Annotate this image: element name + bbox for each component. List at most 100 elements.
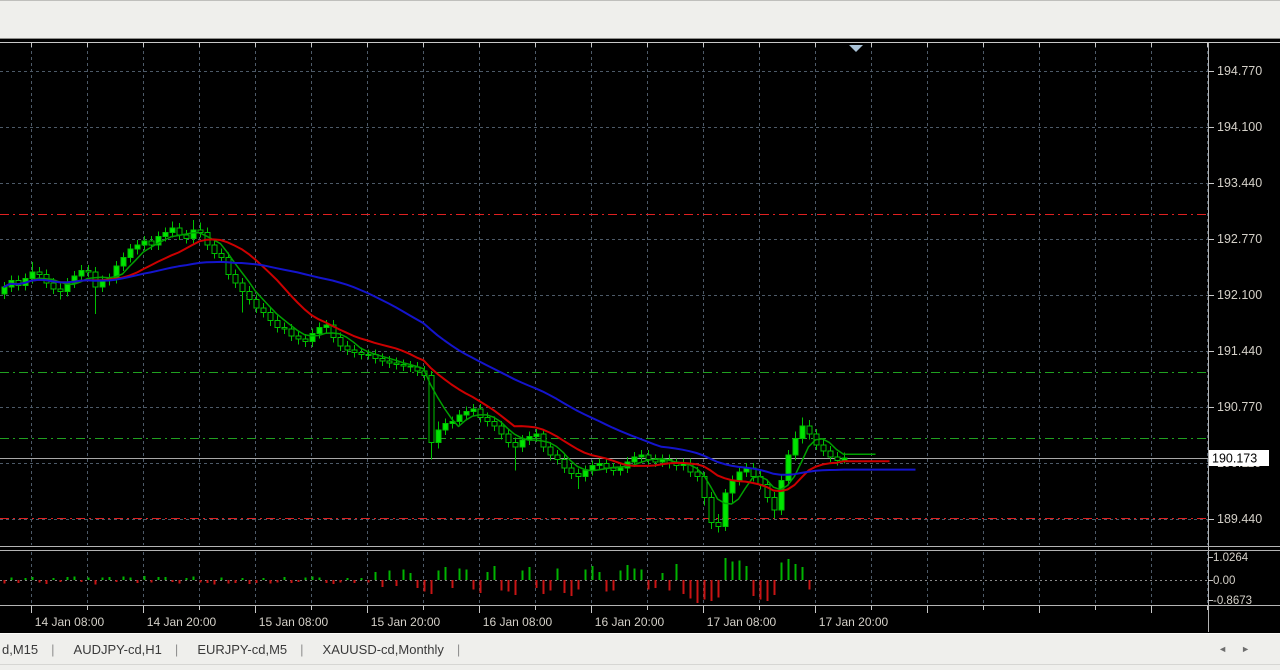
time-axis: 14 Jan 08:00 14 Jan 20:00 15 Jan 08:00 15 J… [31,43,1208,629]
chart-tabs-bar: d,M15 | AUDJPY-cd,H1 | EURJPY-cd,M5 | XAUUSD-c… [0,633,1280,664]
medium-ma-line [3,238,890,493]
fast-ma-line [3,232,876,505]
tab-separator: | [300,641,304,657]
candle [764,479,771,503]
candle [568,462,575,479]
candle [505,429,512,448]
toolbar-area [0,0,1280,39]
current-price-badge: 190.173 [1209,450,1269,466]
chart-tab[interactable]: XAUUSD-cd,Monthly [322,641,444,657]
candle [820,440,827,457]
candle [267,307,274,326]
price-chart-canvas[interactable]: 194.770 194.100 193.440 192.770 192.100 191.4… [0,40,1280,633]
candle [36,266,43,280]
candle [463,406,470,420]
candle [155,231,162,251]
candle [141,235,148,251]
candle [337,332,344,351]
chart-tab[interactable]: d,M15 [2,641,39,657]
candle [435,421,442,449]
axis-label: 1.0264 [1213,552,1249,564]
candle [211,240,218,259]
candle [260,303,267,318]
axis-label: 15 Jan 20:00 [371,615,441,629]
axis-label: 189.440 [1217,512,1262,526]
candle [722,488,729,531]
candle [274,315,281,333]
candle [393,357,400,370]
candle [85,265,92,277]
axis-label: 16 Jan 08:00 [483,615,553,629]
chart-tabs: d,M15 | AUDJPY-cd,H1 | EURJPY-cd,M5 | XAUUSD-c… [0,642,467,657]
candle [134,240,141,255]
tab-scroll-arrows: ◄► [1218,644,1280,654]
candle [127,244,134,263]
candle [253,294,260,314]
candle [344,340,351,356]
candle [246,286,253,305]
candle [785,450,792,486]
candle [554,450,561,465]
candle [400,359,407,372]
candle [638,450,645,462]
tab-separator: | [174,641,179,657]
chart-tab[interactable]: AUDJPY-cd,H1 [73,641,162,657]
axis-label: 14 Jan 20:00 [147,615,217,629]
axis-label: 193.440 [1217,176,1262,190]
chart-tab[interactable]: EURJPY-cd,M5 [197,641,288,657]
candle [547,441,554,461]
axis-label: -0.8673 [1213,595,1252,607]
candle [799,417,806,444]
candle [71,271,78,288]
candles-layer [1,219,848,533]
candle [708,492,715,530]
axis-label: 194.100 [1217,120,1262,134]
candle [358,347,365,360]
candle [575,468,582,489]
candle [183,229,190,244]
candle [365,349,372,360]
tab-separator: | [456,641,461,657]
candle [281,322,288,335]
candle [561,454,568,473]
tab-separator: | [51,641,55,657]
scroll-position-marker[interactable] [849,45,863,52]
tab-scroll-right-icon[interactable]: ► [1241,644,1264,654]
candle [806,419,813,440]
axis-label: 15 Jan 08:00 [259,615,329,629]
oscillator-axis: 1.0264 0.00 -0.8673 [1208,552,1252,607]
candle [792,431,799,461]
axis-label: 190.770 [1217,400,1262,414]
candle [442,418,449,436]
tab-scroll-left-icon[interactable]: ◄ [1218,644,1242,654]
slow-ma-line [3,260,916,476]
candle [456,409,463,427]
status-bar [0,664,1280,670]
candle [330,319,337,343]
candle [351,345,358,358]
frame-layer [0,42,1280,632]
candle [491,416,498,431]
axis-label: 17 Jan 08:00 [707,615,777,629]
candle [477,403,484,423]
candle [771,492,778,519]
axis-label: 14 Jan 08:00 [35,615,105,629]
candle [169,221,176,238]
oscillator-layer [0,557,1208,604]
candle [379,353,386,367]
candle [302,334,309,347]
candle [288,324,295,341]
candle [309,328,316,347]
candle [295,330,302,345]
candle [596,458,603,471]
axis-label: 17 Jan 20:00 [819,615,889,629]
candle [239,277,246,313]
candle [470,403,477,417]
candle [190,219,197,244]
level-lines-layer [0,214,1208,519]
axis-label: 192.770 [1217,232,1262,246]
candle [120,252,127,272]
candle [778,475,785,515]
candle [197,222,204,238]
